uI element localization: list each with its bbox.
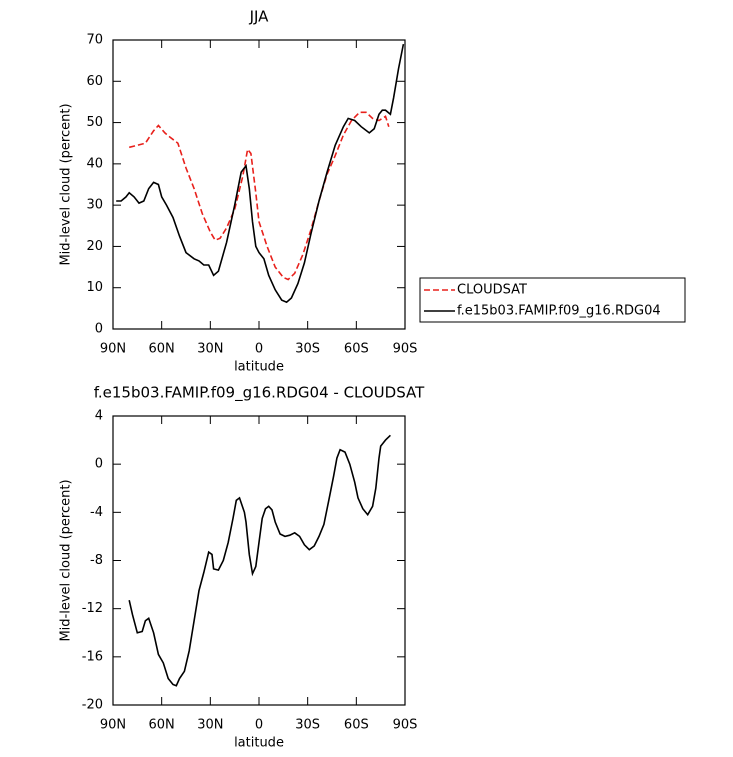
x-tick-label: 90S [393, 718, 418, 733]
y-tick-label: -4 [90, 505, 103, 520]
chart-title: f.e15b03.FAMIP.f09_g16.RDG04 - CLOUDSAT [94, 384, 425, 403]
legend-box [419, 277, 686, 323]
plot-frame [112, 415, 406, 706]
y-tick-label: -8 [90, 553, 103, 568]
y-tick-label: 10 [86, 280, 103, 295]
y-tick-label: 30 [86, 198, 103, 213]
x-tick-label: 60S [344, 342, 369, 357]
x-tick-label: 0 [255, 718, 263, 733]
x-tick-label: 60N [149, 718, 175, 733]
y-tick-label: 0 [95, 322, 103, 337]
x-tick-label: 90N [100, 718, 126, 733]
legend-label: CLOUDSAT [457, 283, 527, 298]
series-line [129, 111, 390, 281]
y-tick-label: -12 [82, 601, 103, 616]
x-tick-label: 30N [197, 718, 223, 733]
x-tick-label: 30N [197, 342, 223, 357]
y-tick-label: 0 [95, 457, 103, 472]
chart-title: JJA [249, 8, 270, 26]
x-tick-label: 60S [344, 718, 369, 733]
y-tick-label: -16 [82, 649, 103, 664]
y-tick-label: 20 [86, 239, 103, 254]
y-tick-label: 60 [86, 74, 103, 89]
x-axis-label: latitude [234, 736, 284, 751]
y-axis-label: Mid-level cloud (percent) [59, 103, 74, 265]
x-tick-label: 90N [100, 342, 126, 357]
x-tick-label: 30S [295, 342, 320, 357]
y-tick-label: 40 [86, 156, 103, 171]
legend-label: f.e15b03.FAMIP.f09_g16.RDG04 [457, 304, 661, 319]
y-tick-label: 70 [86, 33, 103, 48]
x-tick-label: 90S [393, 342, 418, 357]
x-tick-label: 30S [295, 718, 320, 733]
y-tick-label: 4 [95, 409, 103, 424]
series-line [128, 434, 391, 687]
series-line [116, 43, 405, 304]
y-axis-label: Mid-level cloud (percent) [59, 479, 74, 641]
plot-frame [112, 39, 406, 330]
y-tick-label: 50 [86, 115, 103, 130]
y-tick-label: -20 [82, 698, 103, 713]
x-tick-label: 60N [149, 342, 175, 357]
x-axis-label: latitude [234, 360, 284, 375]
x-tick-label: 0 [255, 342, 263, 357]
